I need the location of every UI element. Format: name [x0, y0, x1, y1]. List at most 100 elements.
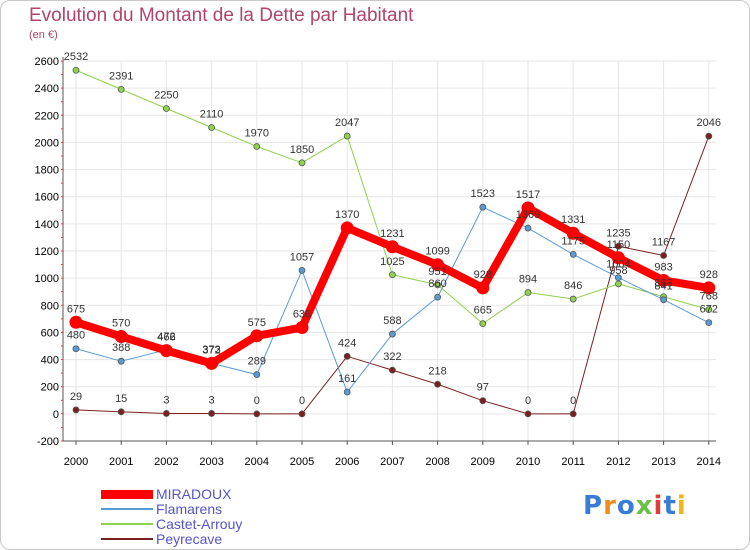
data-label: 1235: [606, 227, 630, 239]
x-tick-label: 2006: [335, 456, 359, 468]
data-point-flamarens: [253, 371, 261, 379]
data-point-castet-arrouy: [524, 289, 532, 296]
data-label: 863: [654, 278, 672, 290]
logo-letter: i: [653, 491, 664, 521]
proxiti-logo: Proxiti: [583, 491, 687, 521]
data-point-miradoux: [521, 201, 535, 215]
y-axis-ticks: -200 0 200 400 600 800 1000 1200 1400 1600 1800 200…: [35, 56, 59, 448]
data-label: 466: [157, 332, 175, 344]
x-tick-label: 2009: [471, 456, 495, 468]
data-label: 1167: [652, 236, 676, 248]
data-label: 0: [299, 395, 305, 407]
data-point-miradoux: [205, 356, 219, 370]
y-tick-label: 600: [41, 327, 59, 339]
data-point-flamarens: [298, 267, 306, 274]
y-tick-label: 2000: [35, 137, 59, 149]
data-point-castet-arrouy: [298, 159, 306, 167]
data-label: 570: [112, 318, 130, 330]
data-label: 1231: [380, 228, 404, 240]
data-point-flamarens: [388, 330, 396, 338]
x-axis-ticks: 2000 2001 2002 2003 2004 2005 2006 2007 2008 2009…: [64, 441, 721, 468]
data-label: 3: [163, 394, 169, 406]
y-tick-label: 200: [41, 382, 59, 394]
data-point-peyrecave: [388, 366, 396, 374]
data-label: 480: [67, 330, 85, 342]
data-point-flamarens: [569, 250, 577, 258]
data-point-castet-arrouy: [117, 85, 125, 93]
data-point-castet-arrouy: [208, 124, 216, 131]
data-point-peyrecave: [524, 410, 532, 418]
legend-swatch: [101, 508, 153, 510]
data-label: 97: [477, 382, 489, 394]
data-point-peyrecave: [615, 242, 622, 250]
data-point-peyrecave: [479, 397, 487, 405]
y-tick-label: 400: [41, 355, 59, 367]
y-tick-label: 2600: [35, 56, 59, 68]
logo-letter: i: [676, 491, 687, 521]
data-label: 2532: [64, 51, 88, 63]
y-tick-label: 1400: [35, 219, 59, 231]
data-point-peyrecave: [343, 352, 351, 360]
data-label: 1175: [561, 235, 585, 247]
data-point-flamarens: [434, 293, 442, 301]
data-label: 1004: [606, 259, 630, 271]
data-point-miradoux: [250, 329, 264, 343]
data-label: 928: [474, 269, 492, 281]
data-label: 2110: [200, 109, 224, 121]
data-labels: 675 570 466 372 575 636 1370 1231 1099 928 1517 133…: [64, 51, 721, 407]
data-point-miradoux: [69, 315, 83, 329]
data-label: 1331: [561, 214, 585, 226]
legend-label: Castet-Arrouy: [156, 516, 243, 532]
data-label: 1517: [516, 189, 540, 201]
data-point-castet-arrouy: [343, 132, 351, 140]
data-point-miradoux: [611, 251, 625, 265]
data-label: 15: [115, 393, 127, 405]
data-point-miradoux: [295, 321, 309, 335]
x-tick-label: 2004: [245, 456, 269, 468]
data-point-castet-arrouy: [569, 295, 577, 303]
data-label: 575: [248, 317, 266, 329]
data-label: 1523: [471, 188, 495, 200]
data-label: 672: [700, 304, 718, 316]
data-label: 1150: [607, 239, 631, 251]
data-point-flamarens: [117, 357, 125, 365]
data-label: 2047: [335, 117, 359, 129]
data-label: 1369: [516, 209, 540, 221]
data-label: 860: [428, 278, 446, 290]
data-label: 983: [654, 261, 672, 273]
data-label: 373: [202, 344, 220, 356]
data-label: 29: [70, 391, 82, 403]
data-label: 0: [525, 395, 531, 407]
data-point-miradoux: [702, 281, 716, 295]
data-label: 2250: [154, 90, 178, 102]
data-point-castet-arrouy: [253, 143, 261, 150]
data-label: 472: [157, 331, 175, 343]
data-label: 1970: [245, 128, 269, 140]
x-tick-label: 2011: [561, 456, 585, 468]
x-tick-label: 2014: [697, 456, 721, 468]
legend-label: Peyrecave: [156, 531, 223, 547]
data-label: 768: [700, 291, 718, 303]
data-label: 1057: [290, 251, 314, 263]
data-point-flamarens: [72, 345, 80, 353]
data-label: 424: [338, 337, 356, 349]
y-tick-label: 1600: [35, 192, 59, 204]
data-label: 372: [202, 344, 220, 356]
x-tick-label: 2003: [199, 456, 223, 468]
axes: [61, 57, 716, 442]
data-label: 636: [293, 309, 311, 321]
data-label: 388: [112, 342, 130, 354]
data-point-castet-arrouy: [705, 306, 713, 314]
legend-label: Flamarens: [156, 501, 223, 517]
data-point-miradoux: [340, 221, 354, 235]
data-label: 894: [519, 274, 537, 286]
data-point-miradoux: [385, 240, 399, 254]
data-label: 1850: [290, 144, 314, 156]
data-point-castet-arrouy: [434, 281, 442, 289]
data-point-castet-arrouy: [162, 105, 170, 112]
data-point-flamarens: [705, 319, 713, 327]
x-tick-label: 2002: [154, 456, 178, 468]
data-point-peyrecave: [569, 410, 577, 418]
y-tick-label: 1000: [35, 273, 59, 285]
data-point-flamarens: [615, 274, 622, 282]
